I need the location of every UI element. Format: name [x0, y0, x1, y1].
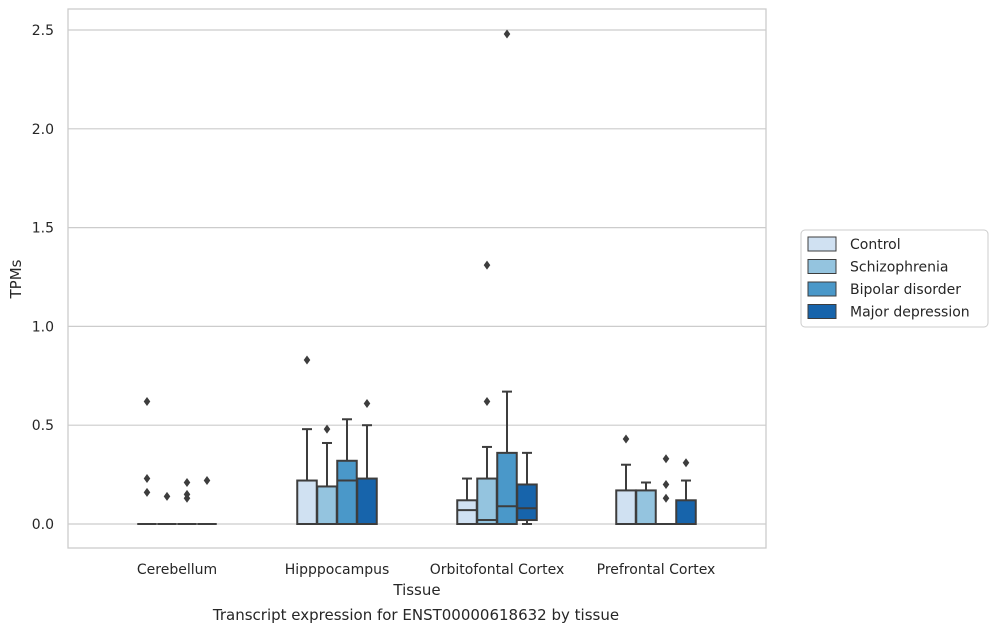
legend-label: Schizophrenia [850, 260, 948, 276]
box-1-0 [157, 491, 177, 525]
y-tick-labels: 0.0 0.5 1.0 1.5 2.0 2.5 [32, 23, 54, 533]
box-0-2 [456, 477, 478, 525]
x-tick-label: Orbitofontal Cortex [430, 562, 565, 578]
x-tick-label: Cerebellum [137, 562, 217, 578]
y-tick-label: 1.0 [32, 319, 54, 335]
y-tick-label: 2.0 [32, 122, 54, 138]
legend-label: Control [850, 237, 901, 253]
box-3-1 [356, 398, 378, 525]
box-2-0 [177, 478, 197, 525]
box-3-2 [516, 451, 538, 525]
legend-frame [800, 229, 989, 328]
box [336, 459, 358, 526]
box-groups [137, 29, 697, 526]
box-0-0 [137, 396, 157, 525]
box-3-3 [675, 458, 697, 525]
box [296, 479, 318, 526]
box [516, 483, 538, 522]
legend-swatch [807, 281, 837, 297]
y-tick-label: 0.5 [32, 418, 54, 434]
box [456, 499, 478, 525]
plot-frame [67, 8, 767, 549]
outlier-point [483, 396, 491, 406]
y-axis-label: TPMs [7, 259, 25, 299]
legend-swatch [807, 304, 837, 319]
box-1-3 [635, 481, 657, 525]
outlier-point [203, 476, 211, 486]
outlier-point [143, 474, 151, 484]
outlier-point [323, 424, 331, 434]
outlier-point [662, 479, 670, 489]
outlier-point [622, 434, 630, 444]
legend-swatch [807, 259, 837, 274]
box-2-3 [656, 454, 676, 525]
outlier-point [303, 355, 311, 365]
y-tick-label: 0.0 [32, 517, 54, 533]
box [316, 485, 338, 525]
plot-background [68, 9, 766, 548]
outlier-point [143, 396, 151, 406]
outlier-point [163, 491, 171, 501]
legend: Control Schizophrenia Bipolar disorder Majo… [800, 229, 989, 328]
x-tick-label: Prefrontal Cortex [597, 562, 716, 578]
box [356, 477, 378, 525]
box [615, 489, 637, 525]
legend-swatch [807, 236, 837, 252]
legend-label: Major depression [850, 305, 970, 321]
outlier-point [143, 487, 151, 497]
outlier-point [363, 398, 371, 408]
legend-label: Bipolar disorder [850, 282, 961, 298]
outlier-point [183, 478, 191, 488]
outlier-point [503, 29, 511, 39]
outlier-point [183, 493, 191, 503]
box-2-1 [336, 418, 358, 526]
box-3-0 [197, 476, 217, 525]
outlier-point [483, 260, 491, 270]
y-tick-label: 1.5 [32, 221, 54, 237]
box-0-3 [615, 434, 637, 525]
box-0-1 [296, 355, 318, 526]
outlier-point [662, 454, 670, 464]
figure-caption: Transcript expression for ENST0000061863… [212, 606, 620, 624]
box [476, 477, 498, 525]
box [496, 451, 518, 526]
box [635, 489, 657, 525]
y-tick-label: 2.5 [32, 23, 54, 39]
x-axis-label: Tissue [392, 581, 440, 599]
outlier-point [662, 493, 670, 503]
x-tick-labels: Cerebellum Hipppocampus Orbitofontal Corte… [137, 562, 715, 578]
outlier-point [682, 458, 690, 468]
box [675, 499, 697, 525]
x-tick-label: Hipppocampus [285, 562, 390, 578]
